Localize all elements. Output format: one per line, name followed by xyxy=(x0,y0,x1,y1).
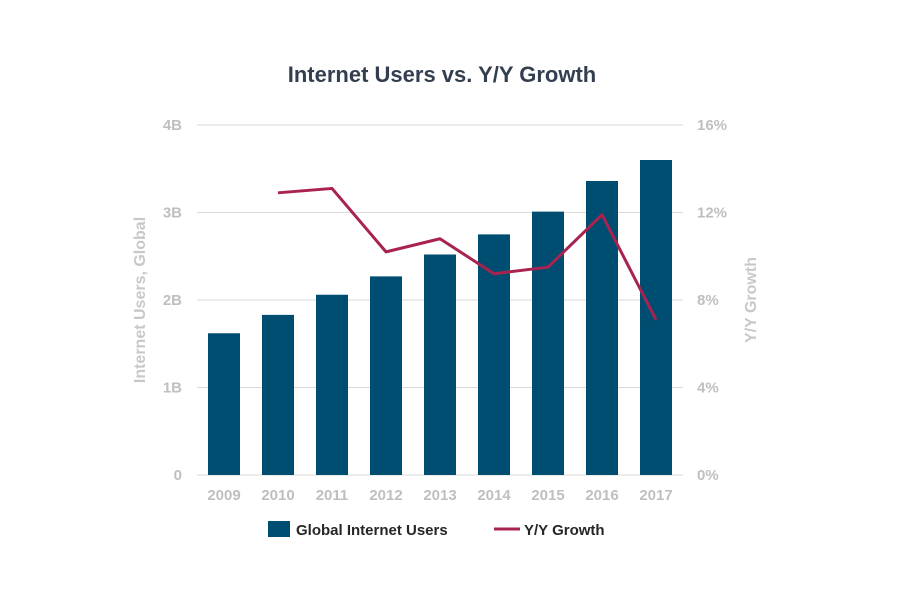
x-tick-label: 2015 xyxy=(531,487,564,504)
right-axis-ticks: 0% 4% 8% 12% 16% xyxy=(697,117,727,484)
right-tick-label: 4% xyxy=(697,380,719,397)
x-tick-label: 2016 xyxy=(585,487,618,504)
x-tick-label: 2013 xyxy=(423,487,456,504)
x-tick-label: 2012 xyxy=(369,487,402,504)
bar xyxy=(532,211,564,475)
bar xyxy=(208,333,240,475)
left-tick-label: 1B xyxy=(163,380,182,397)
right-axis-label: Y/Y Growth xyxy=(743,257,760,343)
left-tick-label: 4B xyxy=(163,117,182,134)
x-tick-label: 2017 xyxy=(639,487,672,504)
x-axis-ticks: 2009 2010 2011 2012 2013 2014 2015 2016 2017 xyxy=(207,487,672,504)
legend-label-bar: Global Internet Users xyxy=(296,522,448,539)
legend: Global Internet Users Y/Y Growth xyxy=(268,521,605,539)
legend-label-line: Y/Y Growth xyxy=(524,522,605,539)
line-series xyxy=(277,186,658,321)
x-tick-label: 2011 xyxy=(316,487,349,504)
right-tick-label: 0% xyxy=(697,467,719,484)
growth-line xyxy=(277,186,658,321)
x-tick-label: 2014 xyxy=(477,487,511,504)
right-tick-label: 12% xyxy=(697,205,727,222)
bar xyxy=(586,181,618,475)
x-tick-label: 2009 xyxy=(207,487,240,504)
bar xyxy=(478,234,510,475)
right-tick-label: 8% xyxy=(697,292,719,309)
left-tick-label: 0 xyxy=(174,467,182,484)
bar xyxy=(370,276,402,475)
bar xyxy=(316,294,348,475)
left-axis-label: Internet Users, Global xyxy=(132,217,149,383)
left-tick-label: 3B xyxy=(163,205,182,222)
left-tick-label: 2B xyxy=(163,292,182,309)
x-tick-label: 2010 xyxy=(261,487,294,504)
chart-title: Internet Users vs. Y/Y Growth xyxy=(288,62,597,87)
legend-swatch-bar xyxy=(268,521,290,537)
right-tick-label: 16% xyxy=(697,117,727,134)
bar-series xyxy=(208,160,672,475)
bar xyxy=(262,314,294,475)
bar xyxy=(424,254,456,475)
left-axis-ticks: 0 1B 2B 3B 4B xyxy=(163,117,182,484)
